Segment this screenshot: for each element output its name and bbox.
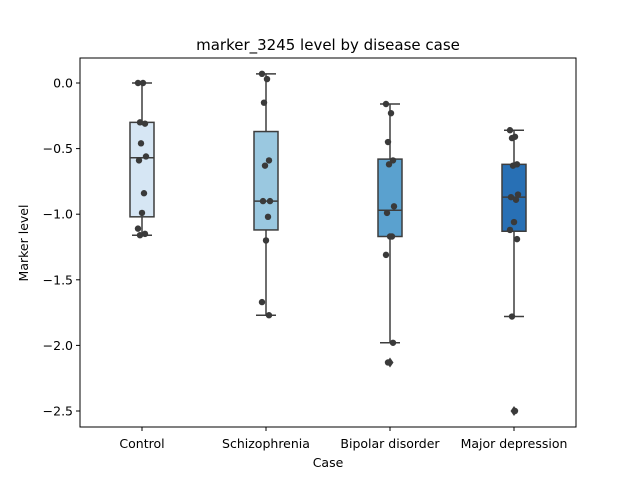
box-group-0 [129,82,155,236]
box [129,121,155,218]
data-point [509,162,517,169]
box [253,130,279,231]
data-point [389,339,397,346]
data-point [508,313,516,320]
y-axis: 0.0 −0.5 −1.0 −1.5 −2.0 −2.5 [43,76,80,419]
y-tick-label: −1.5 [43,272,73,287]
data-point [511,407,519,415]
x-tick-label: Control [119,436,164,451]
data-point [138,209,146,217]
data-point [514,191,522,198]
y-axis-label: Marker level [16,205,31,282]
x-tick-label: Major depression [461,436,568,451]
data-point [258,70,266,78]
box-group-2 [377,103,403,368]
data-point [387,109,395,117]
x-axis-label: Case [313,455,344,470]
data-point [384,359,392,366]
box-group-3 [501,129,527,416]
data-point [382,251,390,259]
data-point [264,213,272,221]
data-point [139,79,147,87]
data-point [265,312,273,319]
data-point [141,230,149,238]
data-point [134,79,142,87]
y-tick-label: −1.0 [43,207,73,222]
data-point [136,231,144,239]
data-point [258,298,266,306]
x-tick-label: Bipolar disorder [340,436,440,451]
y-tick-label: 0.0 [53,76,73,91]
data-point [262,237,270,244]
data-point [507,193,515,201]
data-point [260,99,268,106]
data-point [263,75,271,83]
data-point [141,120,149,127]
data-point [136,119,144,126]
y-tick-label: −0.5 [43,141,73,156]
x-tick-label: Schizophrenia [222,436,310,451]
box [377,158,403,238]
data-point [134,225,142,232]
x-axis: Control Schizophrenia Bipolar disorder Majo… [119,427,567,451]
chart-title: marker_3245 level by disease case [196,36,460,55]
data-point [513,235,521,243]
data-point [506,127,514,134]
data-point [390,203,398,210]
data-point [259,197,267,205]
data-point [389,157,397,164]
data-point [135,157,143,164]
data-point [386,233,394,240]
data-point [385,161,393,168]
data-point [261,162,269,169]
data-point [142,153,150,160]
data-point [383,209,391,217]
data-point [140,190,148,197]
box-group-1 [253,73,279,316]
data-point [512,196,520,203]
data-point [508,134,516,142]
data-point [265,157,273,164]
data-point [266,197,274,205]
plot-area [129,70,527,416]
data-point [510,218,518,226]
data-point [384,138,392,146]
data-point [137,140,145,147]
y-tick-label: −2.0 [43,338,73,353]
y-tick-label: −2.5 [43,404,73,419]
data-point [382,100,390,108]
plot-frame [79,57,577,428]
data-point [506,226,514,234]
